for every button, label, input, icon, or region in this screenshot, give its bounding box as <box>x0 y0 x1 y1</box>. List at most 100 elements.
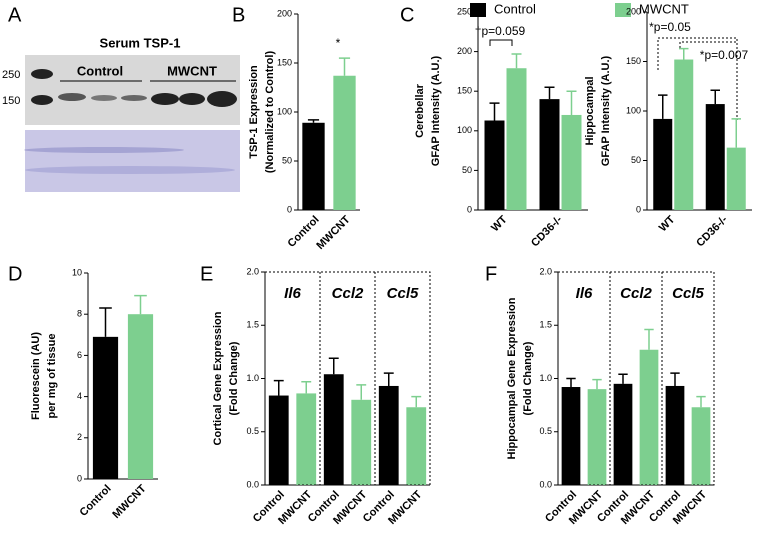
panel-letter: E <box>200 263 213 285</box>
y-axis-label: (Fold Change) <box>228 341 240 415</box>
annotation: * <box>336 36 341 50</box>
y-tick-label: 10 <box>72 267 82 277</box>
blot-bands <box>24 69 237 174</box>
y-axis-label: Cortical Gene Expression <box>212 311 224 445</box>
y-tick-label: 0 <box>287 204 292 214</box>
y-tick-label: 2.0 <box>246 266 259 276</box>
bar <box>726 147 746 210</box>
bar <box>484 120 505 210</box>
y-tick-label: 50 <box>462 165 472 175</box>
legend-label: Control <box>494 1 536 16</box>
y-tick-label: 0.0 <box>539 479 552 489</box>
bar <box>268 395 289 485</box>
error-bar <box>544 86 555 100</box>
error-bar <box>670 372 680 386</box>
error-bar <box>134 294 147 315</box>
bar <box>561 387 581 485</box>
bar <box>691 407 711 485</box>
y-tick-label: 50 <box>282 155 292 165</box>
error-bar <box>592 378 602 390</box>
y-tick-label: 1.5 <box>246 320 259 330</box>
bar <box>506 68 527 211</box>
y-axis-label: GFAP Intensity (A.U.) <box>600 55 612 166</box>
blot-marker: 250 <box>2 69 20 81</box>
bracket <box>657 37 738 120</box>
y-tick-label: 0.5 <box>539 426 552 436</box>
y-axis-label: per mg of tissue <box>46 334 58 419</box>
error-bar <box>511 53 522 69</box>
bar <box>127 314 154 479</box>
y-tick-label: 1.0 <box>539 373 552 383</box>
panel-letter: B <box>232 4 245 26</box>
bar <box>406 407 427 485</box>
bar <box>323 374 344 485</box>
legend-swatch <box>470 3 486 17</box>
blot-membrane <box>25 55 240 125</box>
y-axis-label: Cerebellar <box>414 83 426 138</box>
error-bar <box>411 395 422 408</box>
x-tick-label: CD36-/- <box>694 213 730 249</box>
error-bar <box>644 328 654 350</box>
bar <box>296 393 317 485</box>
bar <box>653 118 673 210</box>
bar <box>539 99 560 210</box>
y-tick-label: 2 <box>77 432 82 442</box>
error-bar <box>356 384 367 400</box>
y-axis-label: GFAP Intensity (A.U.) <box>430 55 442 166</box>
bracket <box>679 41 737 48</box>
x-tick-label: MWCNT <box>314 213 352 251</box>
bar <box>561 114 582 210</box>
error-bar <box>99 307 112 337</box>
panel-letter: D <box>8 263 22 285</box>
y-tick-label: 4 <box>77 391 82 401</box>
group-frame <box>557 271 715 486</box>
blot-title: Serum TSP-1 <box>100 35 181 50</box>
group-label: Ccl5 <box>387 285 419 302</box>
error-bar <box>307 119 320 123</box>
y-tick-label: 1.5 <box>539 320 552 330</box>
legend-label: MWCNT <box>639 1 689 16</box>
group-label: Il6 <box>284 285 301 302</box>
group-frame <box>264 271 431 486</box>
y-tick-label: 6 <box>77 350 82 360</box>
bar <box>333 75 356 211</box>
error-bar <box>679 47 689 60</box>
error-bar <box>566 377 576 388</box>
y-tick-label: 1.0 <box>246 373 259 383</box>
y-tick-label: 8 <box>77 309 82 319</box>
y-tick-label: 150 <box>277 57 292 67</box>
y-tick-label: 150 <box>626 56 641 66</box>
blot-group: Control <box>77 63 123 78</box>
y-tick-label: 200 <box>277 8 292 18</box>
bar <box>92 336 119 479</box>
group-label: Ccl2 <box>332 285 364 302</box>
y-axis-label: (Fold Change) <box>522 341 534 415</box>
group-label: Ccl2 <box>620 285 652 302</box>
y-tick-label: 250 <box>457 6 472 16</box>
error-bar <box>731 118 741 148</box>
bracket <box>489 39 513 46</box>
y-axis-label: (Normalized to Control) <box>264 51 276 174</box>
blot-group: MWCNT <box>167 63 217 78</box>
y-tick-label: 2.0 <box>539 266 552 276</box>
y-tick-label: 0 <box>636 204 641 214</box>
error-bar <box>328 357 339 375</box>
y-tick-label: 100 <box>626 105 641 115</box>
x-tick-label: WT <box>657 213 678 234</box>
annotation: *p=0.05 <box>649 20 691 34</box>
y-tick-label: 0 <box>77 473 82 483</box>
x-tick-label: Control <box>78 483 114 519</box>
error-bar <box>566 90 577 115</box>
legend-swatch <box>615 3 631 17</box>
error-bar <box>618 373 628 384</box>
group-label: Il6 <box>576 285 593 302</box>
y-axis-label: Hippocampal Gene Expression <box>506 297 518 459</box>
bar <box>351 399 372 485</box>
panel-letter: F <box>485 263 497 285</box>
group-label: Ccl5 <box>672 285 704 302</box>
error-bar <box>338 57 351 76</box>
bar <box>665 385 685 485</box>
error-bar <box>489 102 500 121</box>
x-tick-label: CD36-/- <box>529 213 565 249</box>
